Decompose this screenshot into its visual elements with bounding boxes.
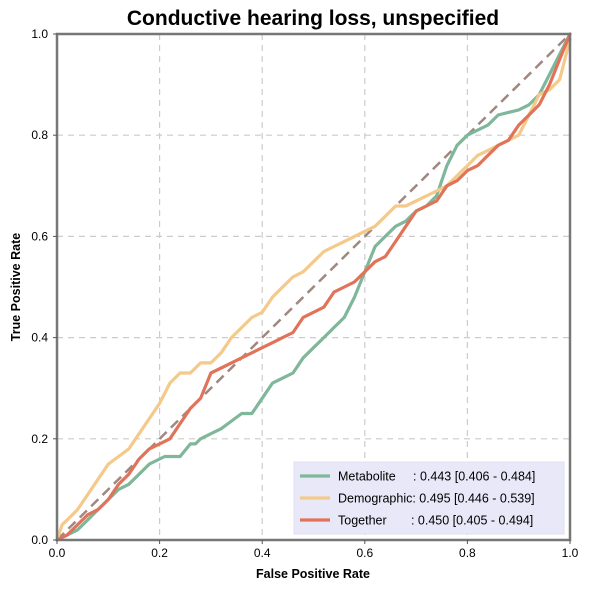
legend-label-together: Together : 0.450 [0.405 - 0.494]: [338, 514, 533, 528]
y-tick-label: 0.2: [31, 432, 48, 446]
y-tick-label: 0.0: [31, 533, 48, 547]
legend: Metabolite : 0.443 [0.406 - 0.484] Demogr…: [294, 462, 564, 534]
legend-label-demographic: Demographic: 0.495 [0.446 - 0.539]: [338, 492, 535, 506]
x-tick-label: 0.4: [254, 546, 271, 560]
x-axis-label: False Positive Rate: [256, 567, 370, 581]
y-tick-label: 0.4: [31, 331, 48, 345]
x-tick-label: 0.0: [49, 546, 66, 560]
legend-label-metabolite: Metabolite : 0.443 [0.406 - 0.484]: [338, 470, 535, 484]
x-tick-label: 0.2: [151, 546, 168, 560]
y-tick-label: 1.0: [31, 27, 48, 41]
x-tick-label: 0.6: [356, 546, 373, 560]
y-tick-label: 0.8: [31, 128, 48, 142]
x-tick-label: 1.0: [562, 546, 579, 560]
y-tick-label: 0.6: [31, 229, 48, 243]
y-axis-label: True Positive Rate: [9, 233, 23, 341]
chart-title: Conductive hearing loss, unspecified: [127, 7, 499, 30]
x-tick-label: 0.8: [459, 546, 476, 560]
